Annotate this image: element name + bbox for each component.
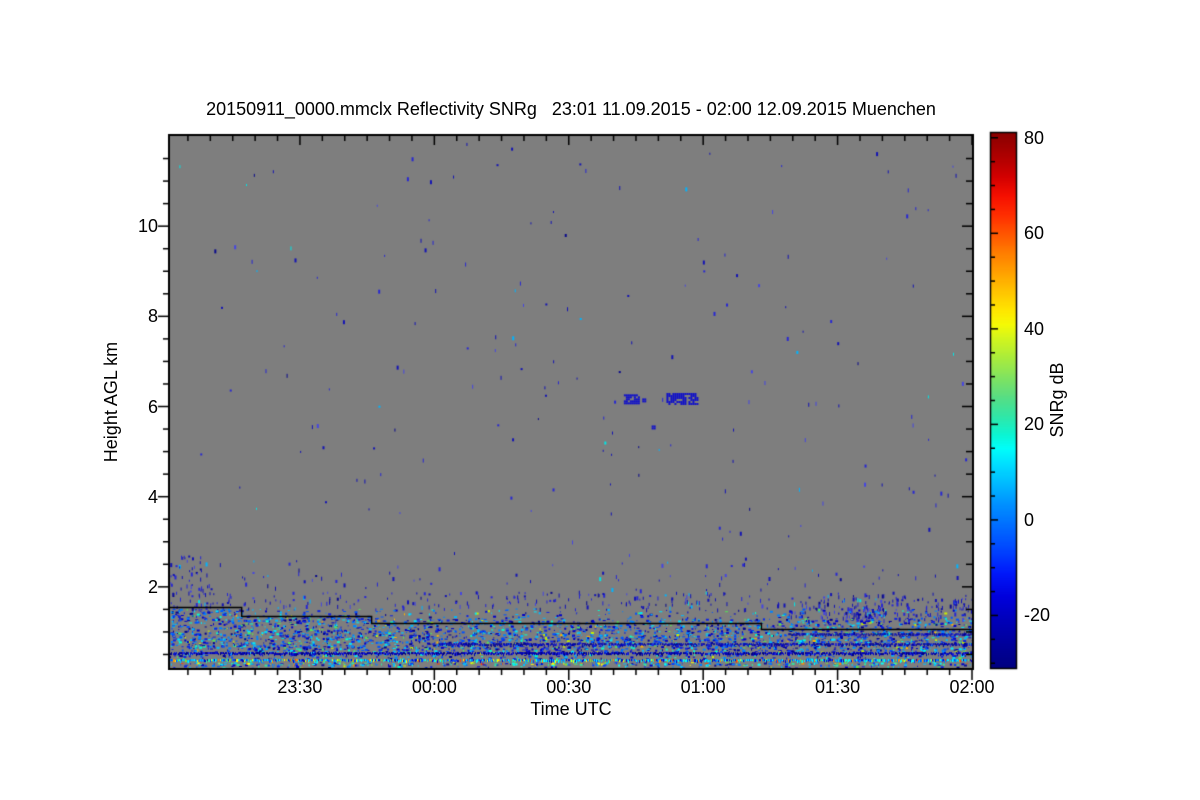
y-tick-label: 2 (147, 576, 158, 597)
y-tick-label: 6 (147, 396, 158, 417)
x-tick-label: 23:30 (277, 677, 323, 697)
colorbar-tick-label: 40 (1024, 318, 1045, 339)
colorbar-tick-label: 60 (1024, 223, 1045, 244)
x-tick-label: 01:00 (680, 677, 726, 697)
colorbar-tick-label: 0 (1024, 509, 1035, 530)
colorbar-label: SNRg dB (1047, 362, 1067, 438)
y-tick-label: 4 (147, 486, 158, 507)
colorbar-tick-label: -20 (1024, 605, 1051, 626)
x-tick-label: 02:00 (949, 677, 995, 697)
y-tick-label: 10 (137, 216, 158, 237)
plot-title: 20150911_0000.mmclx Reflectivity SNRg 23… (206, 99, 936, 119)
colorbar-tick-label: 20 (1024, 414, 1045, 435)
colorbar-tick-label: 80 (1024, 127, 1045, 148)
x-tick-label: 00:00 (411, 677, 457, 697)
y-tick-label: 8 (147, 306, 158, 327)
x-axis-label: Time UTC (530, 699, 612, 719)
x-tick-label: 00:30 (546, 677, 592, 697)
x-tick-label: 01:30 (815, 677, 861, 697)
